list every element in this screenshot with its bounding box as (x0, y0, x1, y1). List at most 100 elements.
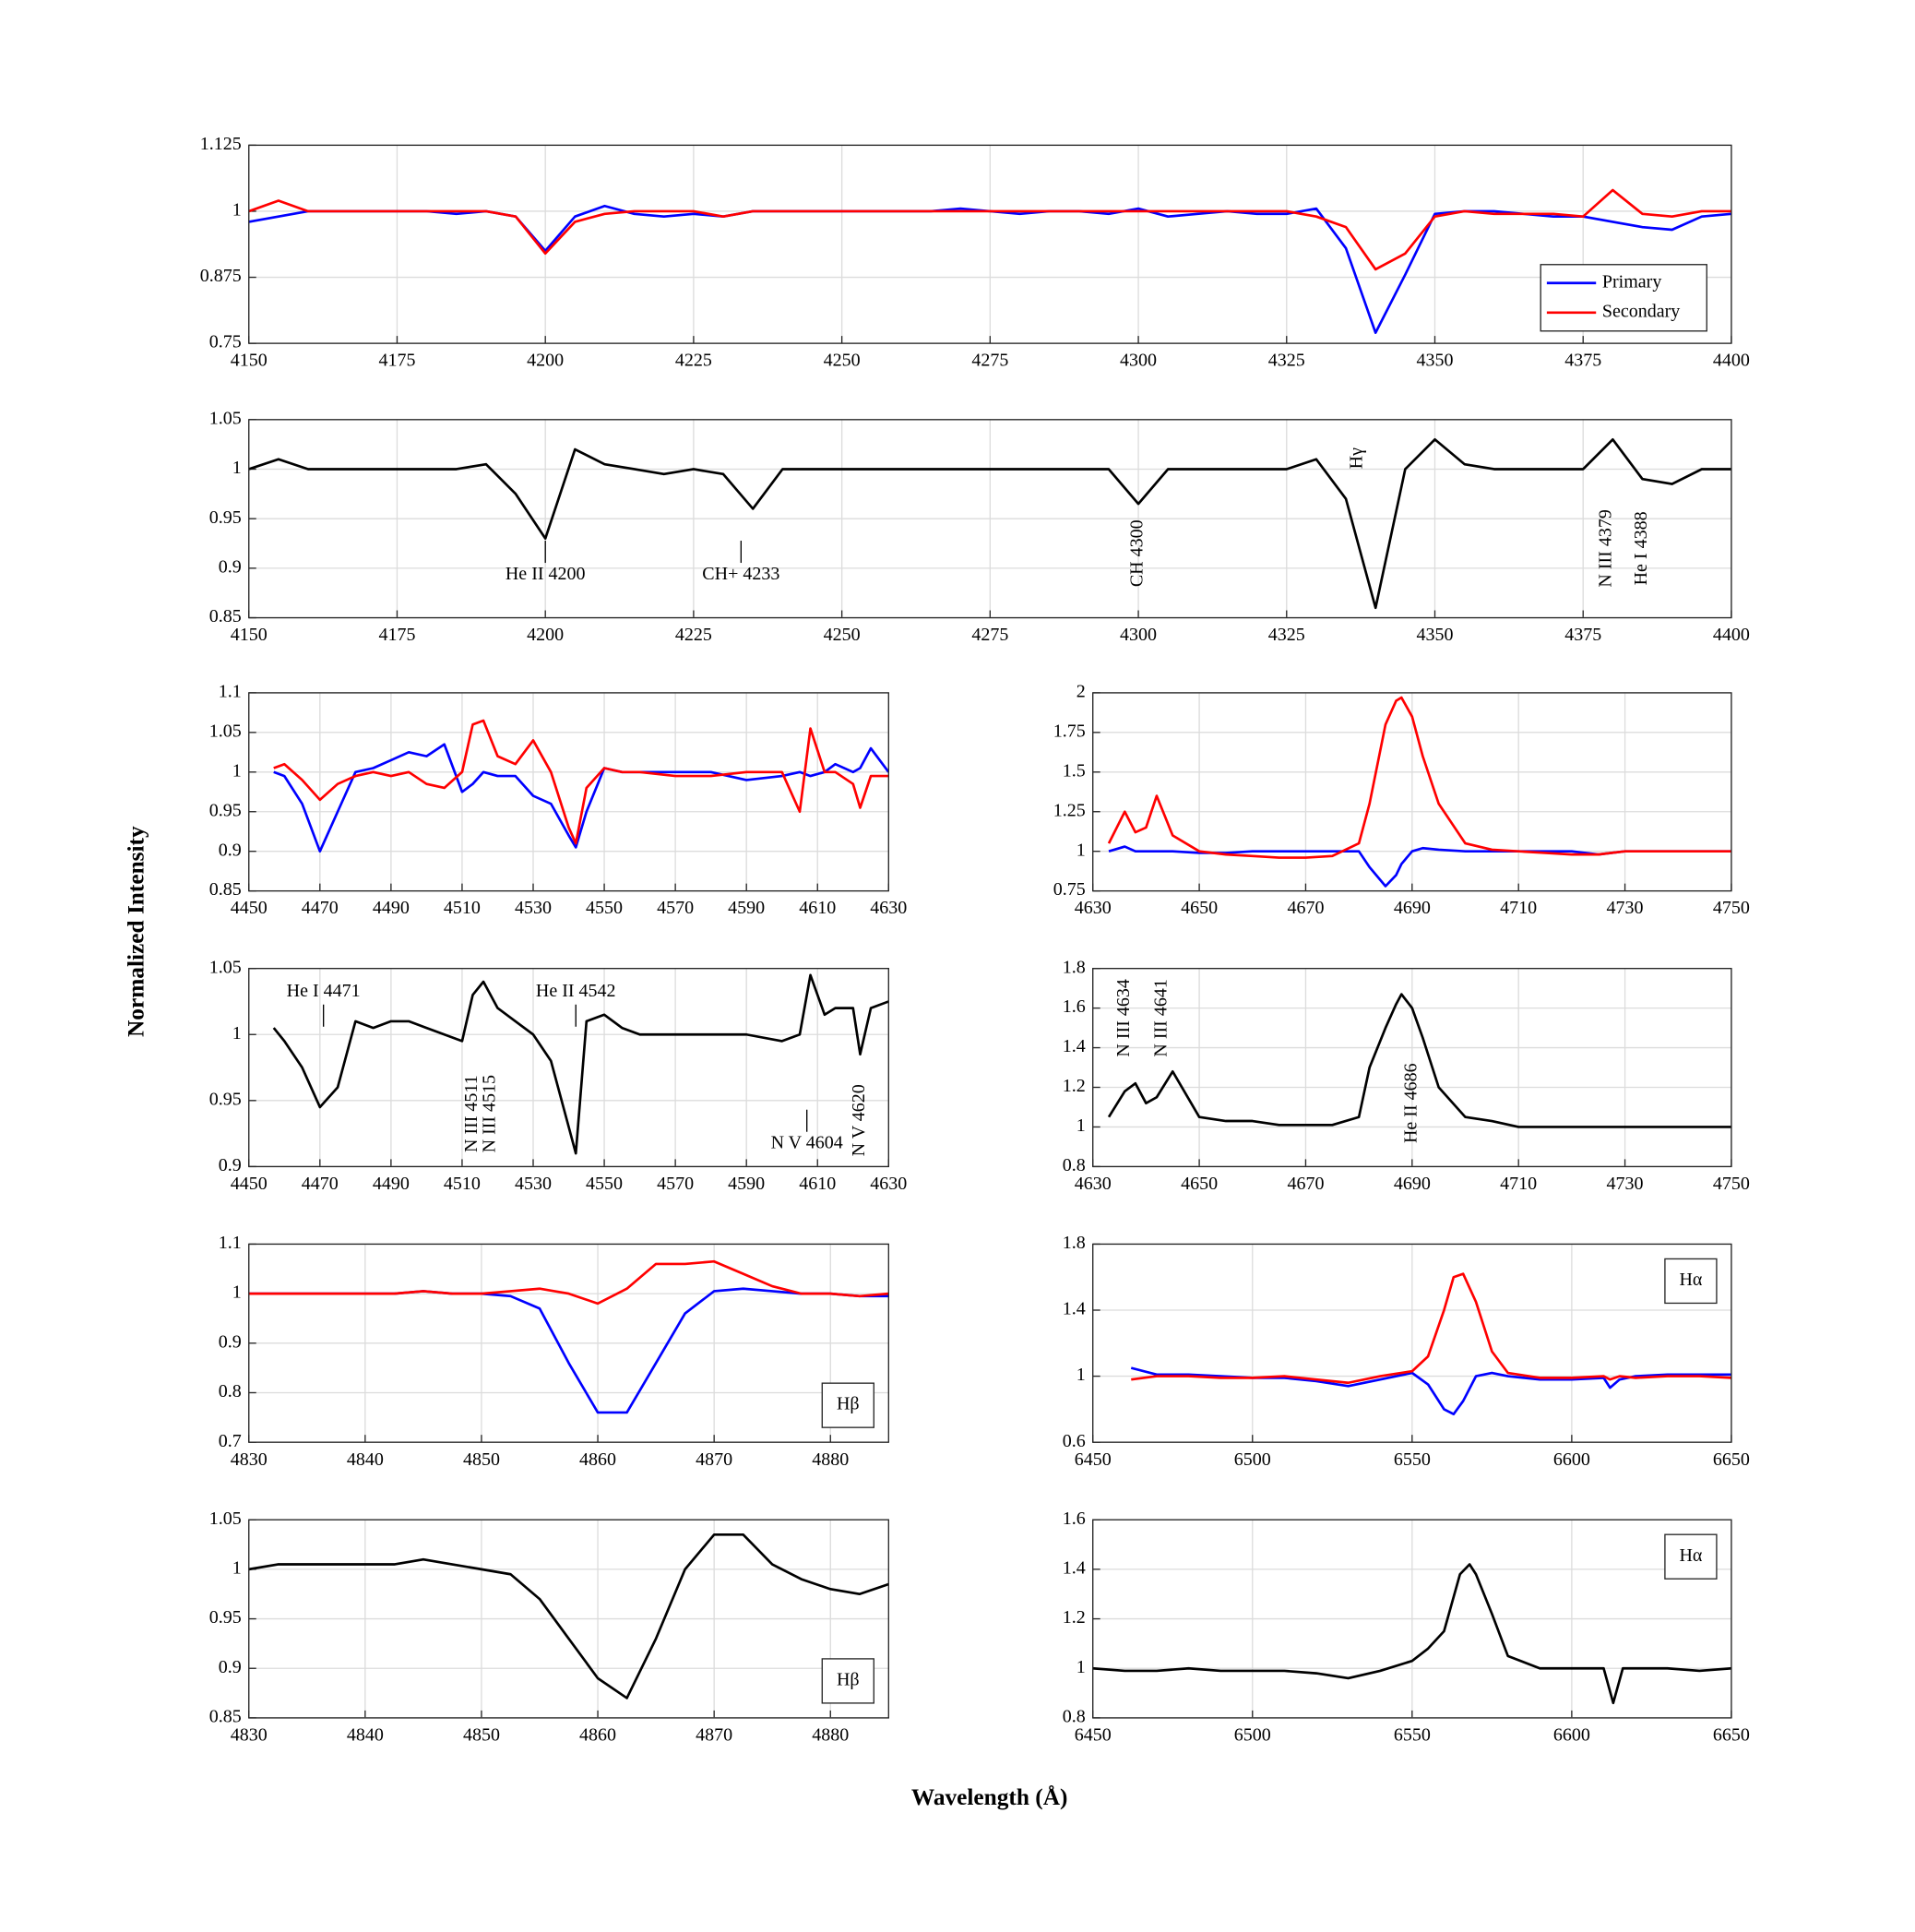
x-tick-label: 4490 (373, 1174, 410, 1194)
x-tick-label: 6500 (1234, 1725, 1271, 1746)
x-tick-label: 4175 (378, 351, 415, 371)
x-tick-label: 4650 (1181, 1174, 1218, 1194)
y-tick-label: 1.125 (200, 134, 242, 154)
y-tick-label: 1 (232, 1557, 242, 1578)
panel: 4630 4650 4670 4690 4710 4730 4750 0.8 1 1.2 1.4 1.… (1063, 957, 1750, 1194)
x-tick-label: 4150 (231, 625, 268, 645)
panel: 4830 4840 4850 4860 4870 4880 0.85 0.9 0.95 1 1.05… (209, 1509, 889, 1746)
axes-box (1092, 1243, 1732, 1443)
y-tick-label: 1.05 (209, 957, 242, 977)
spectrum-line (1092, 1563, 1731, 1705)
y-tick-label: 0.9 (219, 840, 242, 860)
axes-box (248, 144, 1732, 344)
y-tick-label: 1.1 (219, 1233, 242, 1253)
x-tick-label: 4830 (231, 1449, 268, 1470)
y-tick-label: 1.2 (1063, 1607, 1086, 1628)
y-tick-label: 1.8 (1063, 957, 1086, 977)
x-tick-label: 4325 (1268, 351, 1305, 371)
x-tick-label: 6650 (1713, 1449, 1750, 1470)
y-tick-label: 0.75 (209, 332, 242, 352)
panel: 4830 4840 4850 4860 4870 4880 0.7 0.8 0.9 1 1.1 Hβ (219, 1233, 889, 1470)
x-tick-label: 4275 (971, 351, 1008, 371)
x-tick-label: 4610 (799, 1174, 836, 1194)
y-tick-label: 1.6 (1063, 996, 1086, 1017)
panel: 4450 4470 4490 4510 4530 4550 4570 4590 4610 4630… (209, 681, 908, 918)
spectrum-line (248, 1259, 889, 1306)
panel: 4630 4650 4670 4690 4710 4730 4750 0.75 1 1.25 1.5… (1053, 681, 1750, 918)
x-tick-label: 4300 (1120, 625, 1157, 645)
x-tick-label: 4730 (1607, 1174, 1644, 1194)
panel-label: Hβ (837, 1670, 860, 1690)
axes-box (248, 1519, 889, 1719)
spectrum-line (1107, 696, 1731, 859)
panel: 4450 4470 4490 4510 4530 4550 4570 4590 4610 4630… (209, 957, 908, 1194)
y-tick-label: 1 (1076, 1657, 1086, 1677)
x-tick-label: 6450 (1075, 1449, 1112, 1470)
x-tick-label: 4850 (463, 1725, 500, 1746)
x-tick-label: 4470 (302, 1174, 339, 1194)
x-tick-label: 4350 (1416, 351, 1453, 371)
x-tick-label: 4670 (1287, 1174, 1324, 1194)
annotation: He I 4471 (287, 981, 361, 1001)
legend-box (1540, 264, 1707, 332)
y-tick-label: 0.95 (209, 1089, 242, 1109)
y-tick-label: 1.6 (1063, 1509, 1086, 1529)
plot-area (248, 968, 889, 1167)
spectrum-line (248, 188, 1731, 271)
x-tick-label: 4350 (1416, 625, 1453, 645)
x-tick-label: 6600 (1553, 1725, 1590, 1746)
annotation: He II 4542 (536, 981, 616, 1001)
x-tick-label: 6500 (1234, 1449, 1271, 1470)
y-tick-label: 0.8 (1063, 1155, 1086, 1175)
x-tick-label: 4870 (696, 1725, 732, 1746)
x-tick-label: 4570 (657, 1174, 694, 1194)
x-tick-label: 4510 (444, 898, 481, 918)
y-tick-label: 1.8 (1063, 1233, 1086, 1253)
x-tick-label: 4550 (586, 1174, 623, 1194)
annotation: He II 4200 (506, 564, 586, 584)
y-tick-label: 0.9 (219, 1155, 242, 1175)
annotation: N III 4641 (1150, 979, 1171, 1056)
axes-box (248, 1243, 889, 1443)
axes-box (248, 692, 889, 892)
x-tick-label: 6550 (1394, 1449, 1431, 1470)
y-tick-label: 1 (232, 760, 242, 781)
x-tick-label: 4690 (1394, 898, 1431, 918)
annotation: N III 4634 (1113, 979, 1134, 1056)
x-tick-label: 4880 (812, 1449, 849, 1470)
x-tick-label: 4150 (231, 351, 268, 371)
y-tick-label: 1 (232, 458, 242, 478)
x-tick-label: 4400 (1713, 351, 1750, 371)
spectrum-line (248, 437, 1731, 610)
spectrum-line (1107, 993, 1731, 1128)
label-box (1664, 1533, 1718, 1580)
x-tick-label: 4860 (579, 1725, 616, 1746)
plot-area (248, 692, 889, 891)
y-tick-label: 0.85 (209, 606, 242, 626)
x-tick-label: 4275 (971, 625, 1008, 645)
y-tick-label: 1.05 (209, 721, 242, 741)
x-tick-label: 4610 (799, 898, 836, 918)
x-tick-label: 4630 (870, 1174, 907, 1194)
x-tick-label: 4375 (1564, 625, 1601, 645)
spectrum-line (248, 1532, 889, 1699)
y-tick-label: 0.85 (209, 879, 242, 900)
y-tick-label: 0.9 (219, 1657, 242, 1677)
panel-label: Hα (1679, 1545, 1702, 1566)
annotation: N III 4511 (461, 1075, 482, 1152)
x-tick-label: 4225 (675, 351, 712, 371)
x-tick-label: 6600 (1553, 1449, 1590, 1470)
x-tick-label: 4590 (728, 1174, 765, 1194)
y-tick-label: 1 (232, 1023, 242, 1044)
annotation: N III 4515 (479, 1075, 499, 1152)
legend-label: Primary (1602, 271, 1661, 292)
x-tick-label: 4300 (1120, 351, 1157, 371)
label-box (1664, 1258, 1718, 1305)
spectrum-line (273, 719, 889, 845)
x-tick-label: 4250 (824, 351, 861, 371)
x-tick-label: 4530 (515, 898, 552, 918)
x-tick-label: 4225 (675, 625, 712, 645)
y-tick-label: 1.75 (1053, 721, 1086, 741)
x-tick-label: 4850 (463, 1449, 500, 1470)
y-axis-label: Normalized Intensity (124, 826, 149, 1037)
